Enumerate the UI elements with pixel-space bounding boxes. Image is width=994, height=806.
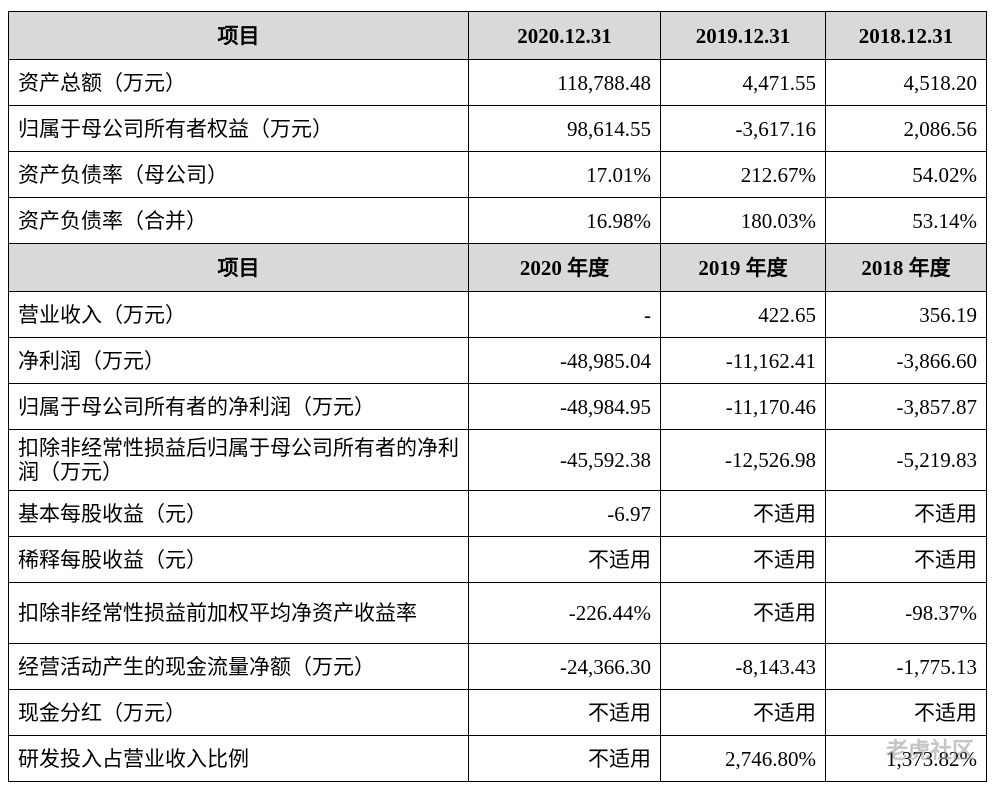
value-cell: 118,788.48 (468, 59, 661, 106)
header-cell: 2020 年度 (468, 243, 661, 292)
header-cell: 2019 年度 (660, 243, 826, 292)
label-cell: 归属于母公司所有者权益（万元） (8, 105, 469, 152)
value-cell: -98.37% (825, 582, 987, 644)
header-cell: 2018.12.31 (825, 11, 987, 60)
value-cell: 不适用 (660, 689, 826, 736)
value-cell: 2,086.56 (825, 105, 987, 152)
value-cell: 180.03% (660, 197, 826, 244)
data-row: 基本每股收益（元） -6.97 不适用 不适用 (8, 490, 987, 537)
value-cell: -5,219.83 (825, 429, 987, 491)
label-cell: 稀释每股收益（元） (8, 536, 469, 583)
value-cell: -6.97 (468, 490, 661, 537)
header-cell: 2019.12.31 (660, 11, 826, 60)
label-cell: 研发投入占营业收入比例 (8, 735, 469, 782)
value-cell: -11,170.46 (660, 383, 826, 430)
watermark: 老虎社区 (885, 739, 974, 764)
value-cell: 4,518.20 (825, 59, 987, 106)
label-cell: 扣除非经常性损益后归属于母公司所有者的净利润（万元） (8, 429, 469, 491)
value-cell: 不适用 (825, 536, 987, 583)
value-cell: -3,857.87 (825, 383, 987, 430)
label-cell: 资产负债率（母公司） (8, 151, 469, 198)
value-cell: 不适用 (825, 689, 987, 736)
value-cell: 不适用 (825, 490, 987, 537)
value-cell: 17.01% (468, 151, 661, 198)
value-cell: 212.67% (660, 151, 826, 198)
value-cell: 不适用 (468, 536, 661, 583)
data-row: 资产总额（万元） 118,788.48 4,471.55 4,518.20 (8, 59, 987, 106)
value-cell: 不适用 (468, 689, 661, 736)
data-row: 研发投入占营业收入比例 不适用 2,746.80% 1,373.82% (8, 735, 987, 782)
header-cell: 项目 (8, 243, 469, 292)
data-row: 扣除非经常性损益前加权平均净资产收益率 -226.44% 不适用 -98.37% (8, 582, 987, 644)
value-cell: 2,746.80% (660, 735, 826, 782)
value-cell: -24,366.30 (468, 643, 661, 690)
value-cell: -45,592.38 (468, 429, 661, 491)
value-cell: 54.02% (825, 151, 987, 198)
label-cell: 营业收入（万元） (8, 291, 469, 338)
value-cell: 53.14% (825, 197, 987, 244)
data-row: 扣除非经常性损益后归属于母公司所有者的净利润（万元） -45,592.38 -12,… (8, 429, 987, 491)
label-cell: 资产总额（万元） (8, 59, 469, 106)
data-table: 项目 2020.12.31 2019.12.31 2018.12.31 资产总额（万元）… (8, 11, 987, 782)
data-row: 净利润（万元） -48,985.04 -11,162.41 -3,866.60 (8, 337, 987, 384)
header-cell: 项目 (8, 11, 469, 60)
value-cell: - (468, 291, 661, 338)
data-row: 稀释每股收益（元） 不适用 不适用 不适用 (8, 536, 987, 583)
label-cell: 归属于母公司所有者的净利润（万元） (8, 383, 469, 430)
label-cell: 扣除非经常性损益前加权平均净资产收益率 (8, 582, 469, 644)
label-cell: 经营活动产生的现金流量净额（万元） (8, 643, 469, 690)
value-cell: 不适用 (468, 735, 661, 782)
data-row: 资产负债率（合并） 16.98% 180.03% 53.14% (8, 197, 987, 244)
value-cell: -1,775.13 (825, 643, 987, 690)
label-cell: 现金分红（万元） (8, 689, 469, 736)
value-cell: -3,866.60 (825, 337, 987, 384)
value-cell: -3,617.16 (660, 105, 826, 152)
value-cell: 不适用 (660, 582, 826, 644)
header-row: 项目 2020 年度 2019 年度 2018 年度 (8, 243, 987, 292)
header-cell: 2020.12.31 (468, 11, 661, 60)
data-row: 归属于母公司所有者权益（万元） 98,614.55 -3,617.16 2,086.5… (8, 105, 987, 152)
value-cell: 不适用 (660, 536, 826, 583)
data-row: 资产负债率（母公司） 17.01% 212.67% 54.02% (8, 151, 987, 198)
header-cell: 2018 年度 (825, 243, 987, 292)
value-cell: -226.44% (468, 582, 661, 644)
data-row: 营业收入（万元） -422.65 356.19 (8, 291, 987, 338)
header-row: 项目 2020.12.31 2019.12.31 2018.12.31 (8, 11, 987, 60)
value-cell: 4,471.55 (660, 59, 826, 106)
data-row: 经营活动产生的现金流量净额（万元） -24,366.30 -8,143.43 -1,7… (8, 643, 987, 690)
label-cell: 净利润（万元） (8, 337, 469, 384)
value-cell: 16.98% (468, 197, 661, 244)
value-cell: 98,614.55 (468, 105, 661, 152)
value-cell: -48,984.95 (468, 383, 661, 430)
value-cell: 422.65 (660, 291, 826, 338)
value-cell: 不适用 (660, 490, 826, 537)
value-cell: -48,985.04 (468, 337, 661, 384)
data-row: 归属于母公司所有者的净利润（万元） -48,984.95 -11,170.46 -3,… (8, 383, 987, 430)
label-cell: 资产负债率（合并） (8, 197, 469, 244)
label-cell: 基本每股收益（元） (8, 490, 469, 537)
value-cell: -8,143.43 (660, 643, 826, 690)
data-row: 现金分红（万元） 不适用 不适用 不适用 (8, 689, 987, 736)
value-cell: 1,373.82% (825, 735, 987, 782)
value-cell: 356.19 (825, 291, 987, 338)
value-cell: -12,526.98 (660, 429, 826, 491)
value-cell: -11,162.41 (660, 337, 826, 384)
